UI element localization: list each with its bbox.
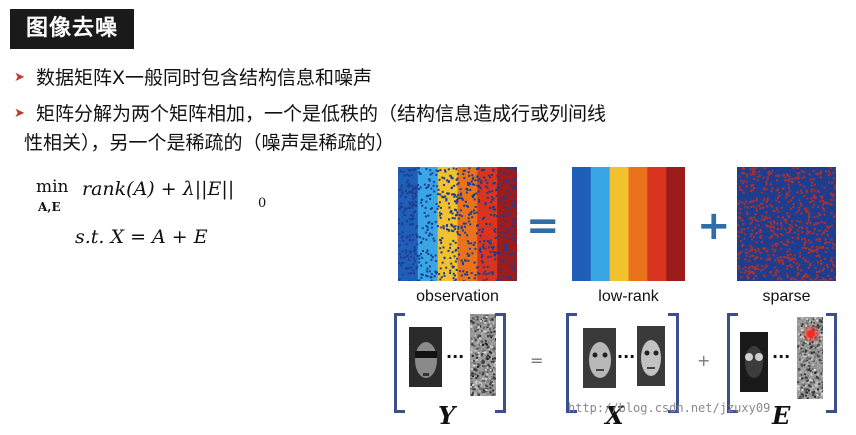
ellipsis-e: ···	[772, 347, 791, 366]
formula-norm-sub: 0	[258, 196, 267, 211]
formula-min: min	[36, 177, 69, 197]
plus-sign: +	[697, 203, 731, 249]
sparse-noise-image	[797, 317, 823, 399]
bullet-2-continued: 性相关），另一个是稀疏的（噪声是稀疏的）	[24, 128, 395, 158]
caption-sparse: sparse	[762, 288, 811, 305]
matrix-label-e: E	[772, 401, 791, 430]
bullet-1: ➤ 数据矩阵X一般同时包含结构信息和噪声	[14, 63, 372, 93]
bullet-2-line1: 矩阵分解为两个矩阵相加，一个是低秩的（结构信息造成行或列间线	[36, 103, 607, 125]
ellipsis-y: ···	[446, 347, 465, 366]
ellipsis-x: ···	[617, 347, 636, 366]
caption-lowrank: low-rank	[598, 288, 659, 305]
slide-title: 图像去噪	[10, 9, 134, 49]
face-image-y	[409, 327, 442, 387]
small-equals: =	[530, 351, 544, 370]
bullet-arrow-icon: ➤	[14, 106, 25, 121]
matrix-label-x: X	[605, 401, 624, 430]
equals-sign: =	[526, 203, 560, 249]
formula-min-sub: A,E	[38, 200, 61, 214]
matrix-label-y: Y	[438, 401, 456, 430]
formula-objective: rank(A) + λ||E||	[82, 178, 235, 200]
sparse-face-image	[740, 332, 768, 392]
face-image-x2	[637, 326, 665, 386]
caption-observation: observation	[416, 288, 499, 305]
face-image-x1	[583, 328, 616, 388]
observation-matrix	[398, 167, 517, 281]
bracket-left-e	[727, 313, 738, 413]
bullet-2-line2: 性相关），另一个是稀疏的（噪声是稀疏的）	[24, 132, 395, 154]
small-plus: +	[697, 351, 711, 370]
bracket-right-e	[826, 313, 837, 413]
bracket-left-y	[394, 313, 405, 413]
bullet-2: ➤ 矩阵分解为两个矩阵相加，一个是低秩的（结构信息造成行或列间线	[14, 99, 606, 129]
sparse-matrix	[737, 167, 836, 281]
bracket-left-x	[566, 313, 577, 413]
lowrank-matrix	[572, 167, 685, 281]
bullet-1-text: 数据矩阵X一般同时包含结构信息和噪声	[36, 67, 373, 89]
watermark: http://blog.csdn.net/jzuxy09	[568, 401, 771, 415]
noise-image-y	[470, 314, 496, 396]
bullet-arrow-icon: ➤	[14, 70, 25, 85]
bracket-right-y	[495, 313, 506, 413]
bracket-right-x	[668, 313, 679, 413]
formula-constraint: s.t. X = A + E	[75, 226, 208, 248]
